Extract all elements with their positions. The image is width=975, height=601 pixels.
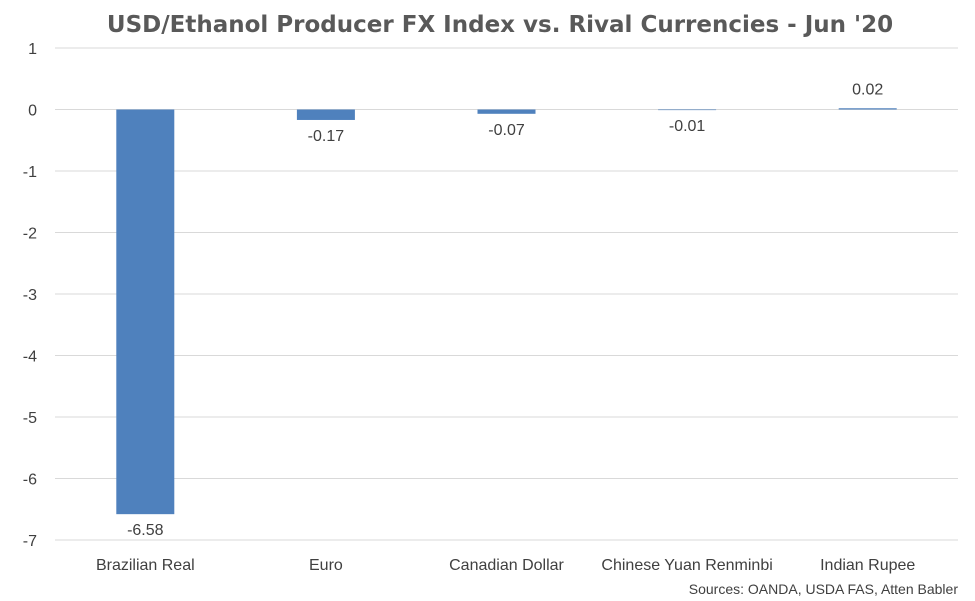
gridlines bbox=[55, 47, 958, 541]
data-label: -0.17 bbox=[308, 128, 345, 145]
y-tick-label: -2 bbox=[23, 226, 37, 243]
data-labels: -6.58 -0.17 -0.07 -0.01 0.02 bbox=[127, 81, 883, 539]
bars bbox=[116, 108, 897, 515]
y-axis-tick-labels: 1 0 -1 -2 -3 -4 -5 -6 -7 bbox=[23, 41, 37, 550]
y-tick-label: -6 bbox=[23, 472, 37, 489]
x-axis-category-labels: Brazilian Real Euro Canadian Dollar Chinese… bbox=[96, 557, 915, 574]
y-tick-label: 1 bbox=[28, 41, 37, 58]
y-tick-label: -3 bbox=[23, 287, 37, 304]
y-tick-label: -7 bbox=[23, 533, 37, 550]
bar bbox=[477, 109, 536, 114]
bar bbox=[116, 109, 175, 515]
y-tick-label: -4 bbox=[23, 349, 37, 366]
source-note: Sources: OANDA, USDA FAS, Atten Babler bbox=[689, 581, 959, 597]
data-label: -0.01 bbox=[669, 118, 706, 135]
bar bbox=[838, 108, 897, 110]
y-tick-label: -5 bbox=[23, 410, 37, 427]
x-category-label: Indian Rupee bbox=[820, 557, 915, 574]
data-label: 0.02 bbox=[852, 81, 883, 98]
data-label: -0.07 bbox=[488, 122, 525, 139]
chart-title: USD/Ethanol Producer FX Index vs. Rival … bbox=[107, 12, 893, 38]
x-category-label: Canadian Dollar bbox=[449, 557, 564, 574]
x-category-label: Chinese Yuan Renminbi bbox=[601, 557, 772, 574]
x-category-label: Euro bbox=[309, 557, 343, 574]
y-tick-label: -1 bbox=[23, 164, 37, 181]
x-category-label: Brazilian Real bbox=[96, 557, 195, 574]
bar bbox=[296, 109, 355, 120]
data-label: -6.58 bbox=[127, 522, 164, 539]
bar bbox=[658, 109, 717, 111]
y-tick-label: 0 bbox=[28, 103, 37, 120]
